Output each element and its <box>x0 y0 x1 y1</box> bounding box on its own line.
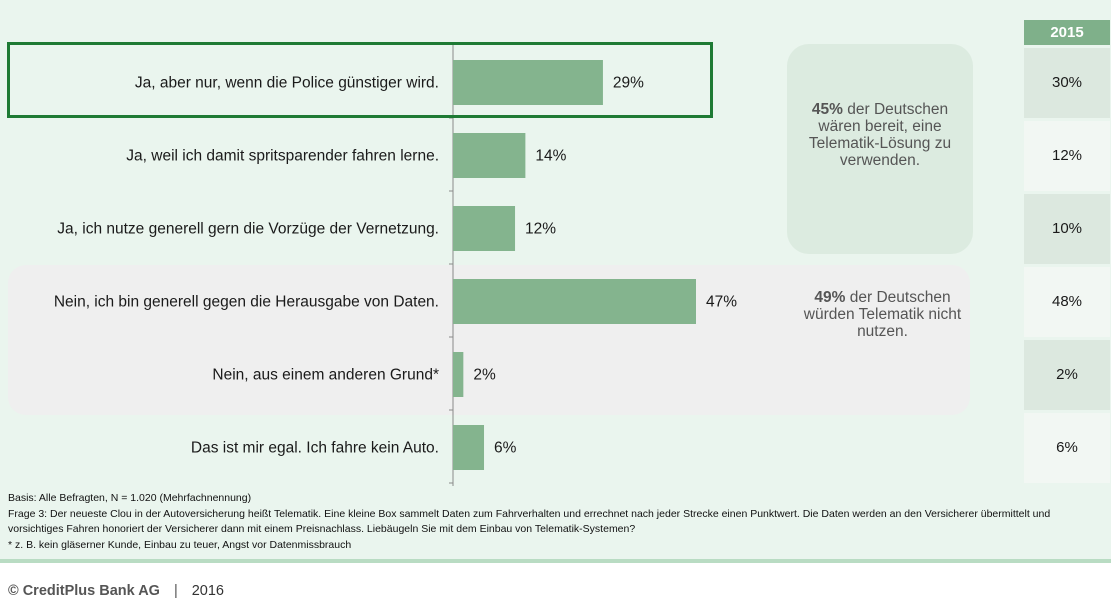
bar <box>453 352 464 397</box>
category-label: Ja, ich nutze generell gern die Vorzüge … <box>57 221 439 238</box>
value-label: 2% <box>473 367 496 384</box>
no-callout: 49% der Deutschen würden Telematik nicht… <box>800 289 965 340</box>
comparison-cell: 12% <box>1024 121 1110 191</box>
footer-separator: | <box>173 583 178 599</box>
comparison-column: 2015 30% 12% 10% 48% 2% 6% <box>1024 20 1110 483</box>
category-label: Ja, aber nur, wenn die Police günstiger … <box>135 75 439 92</box>
comparison-cell: 2% <box>1024 340 1110 410</box>
yes-callout-text: der Deutschen wären bereit, eine Telemat… <box>808 101 952 169</box>
category-label: Nein, aus einem anderen Grund* <box>212 367 439 384</box>
comparison-header: 2015 <box>1024 20 1110 45</box>
category-label: Das ist mir egal. Ich fahre kein Auto. <box>191 440 439 457</box>
bar <box>453 60 603 105</box>
category-label: Nein, ich bin generell gegen die Herausg… <box>54 294 439 311</box>
footer-area <box>0 563 1111 609</box>
yes-callout-box <box>787 44 973 254</box>
bar <box>453 279 696 324</box>
footer-divider <box>0 559 1111 563</box>
comparison-cell: 10% <box>1024 194 1110 264</box>
no-callout-percent: 49% <box>814 289 846 306</box>
yes-callout: 45% der Deutschen wären bereit, eine Tel… <box>795 101 965 169</box>
value-label: 47% <box>706 294 737 311</box>
footer-year: 2016 <box>191 583 224 599</box>
bar <box>453 425 485 470</box>
value-label: 29% <box>613 75 644 92</box>
footnote-basis: Basis: Alle Befragten, N = 1.020 (Mehrfa… <box>8 492 252 504</box>
comparison-cell: 6% <box>1024 413 1110 483</box>
comparison-cell: 48% <box>1024 267 1110 337</box>
no-callout-text: der Deutschen würden Telematik nicht nut… <box>803 289 962 340</box>
value-label: 12% <box>525 221 556 238</box>
footnote-question: Frage 3: Der neueste Clou in der Autover… <box>8 507 1051 536</box>
value-label: 14% <box>535 148 566 165</box>
footer: © CreditPlus Bank AG | 2016 <box>8 583 224 599</box>
category-label: Ja, weil ich damit spritsparender fahren… <box>126 148 439 165</box>
footnotes: Basis: Alle Befragten, N = 1.020 (Mehrfa… <box>8 491 1098 553</box>
highlight-frame <box>7 42 713 118</box>
footnote-asterisk: * z. B. kein gläserner Kunde, Einbau zu … <box>8 538 352 551</box>
comparison-cell: 30% <box>1024 48 1110 118</box>
bar <box>453 133 526 178</box>
value-label: 6% <box>494 440 517 457</box>
yes-callout-percent: 45% <box>811 101 843 118</box>
bar <box>453 206 516 251</box>
footer-brand: © CreditPlus Bank AG <box>8 583 160 599</box>
